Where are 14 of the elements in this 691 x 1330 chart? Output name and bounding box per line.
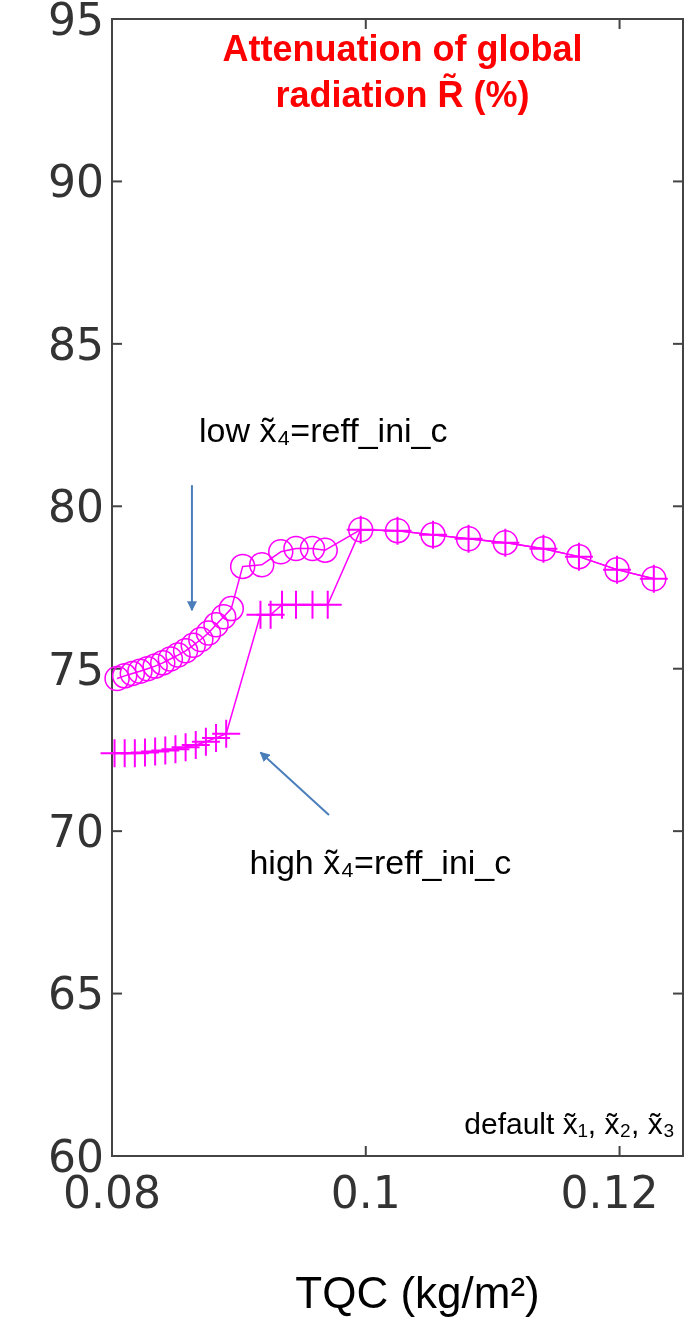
- y-tick-label: 80: [48, 481, 104, 533]
- y-tick-label: 65: [48, 968, 104, 1020]
- annotation: low x̃₄=reff_ini_c: [199, 410, 448, 449]
- annotation: high x̃₄=reff_ini_c: [249, 843, 512, 882]
- y-tick-label: 75: [48, 643, 104, 695]
- y-tick-label: 95: [48, 0, 104, 45]
- x-tick-label: 0.12: [560, 1167, 659, 1218]
- y-tick-label: 70: [48, 805, 104, 857]
- y-tick-label: 85: [48, 318, 104, 370]
- y-tick-label: 90: [48, 156, 104, 208]
- text: Attenuation of global radiation R̃ (%): [222, 28, 583, 115]
- x-axis-title: TQC (kg/m²): [295, 1268, 540, 1317]
- annotation: default x̃₁, x̃₂, x̃₃: [464, 1107, 675, 1140]
- x-tick-label: 0.1: [330, 1167, 401, 1218]
